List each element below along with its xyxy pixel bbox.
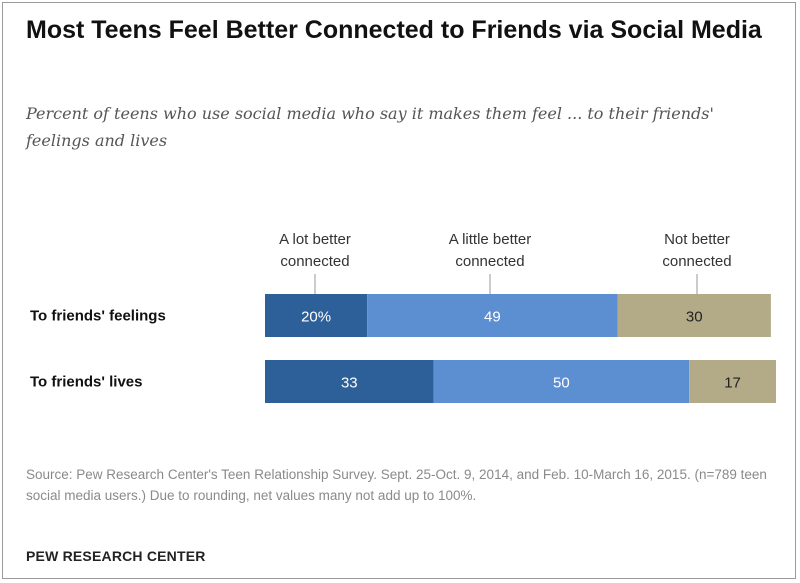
bar-segment-r2-s1 — [265, 360, 434, 403]
data-label-r1-s3: 30 — [686, 309, 703, 326]
data-label-r2-s3: 17 — [724, 375, 741, 392]
data-label-r1-s1: 20% — [301, 309, 331, 326]
bar-segment-r2-s2 — [433, 360, 690, 403]
data-label-r2-s2: 50 — [553, 375, 570, 392]
data-label-r2-s1: 33 — [341, 375, 358, 392]
bar-segment-r1-s1 — [265, 294, 368, 337]
category-label-1: To friends' feelings — [30, 308, 166, 325]
category-label-2: To friends' lives — [30, 374, 143, 391]
data-label-r1-s2: 49 — [484, 309, 501, 326]
legend-label-2: A little better connected — [449, 231, 532, 270]
brand-footer: PEW RESEARCH CENTER — [26, 548, 206, 564]
bar-segment-r1-s2 — [367, 294, 618, 337]
legend-label-3: Not better connected — [662, 231, 731, 270]
legend-label-1: A lot better connected — [279, 231, 351, 270]
chart-subtitle: Percent of teens who use social media wh… — [26, 104, 714, 150]
bar-segment-r1-s3 — [617, 294, 771, 337]
chart-title: Most Teens Feel Better Connected to Frie… — [26, 16, 762, 44]
source-note: Source: Pew Research Center's Teen Relat… — [26, 467, 767, 503]
bar-segment-r2-s3 — [689, 360, 776, 403]
